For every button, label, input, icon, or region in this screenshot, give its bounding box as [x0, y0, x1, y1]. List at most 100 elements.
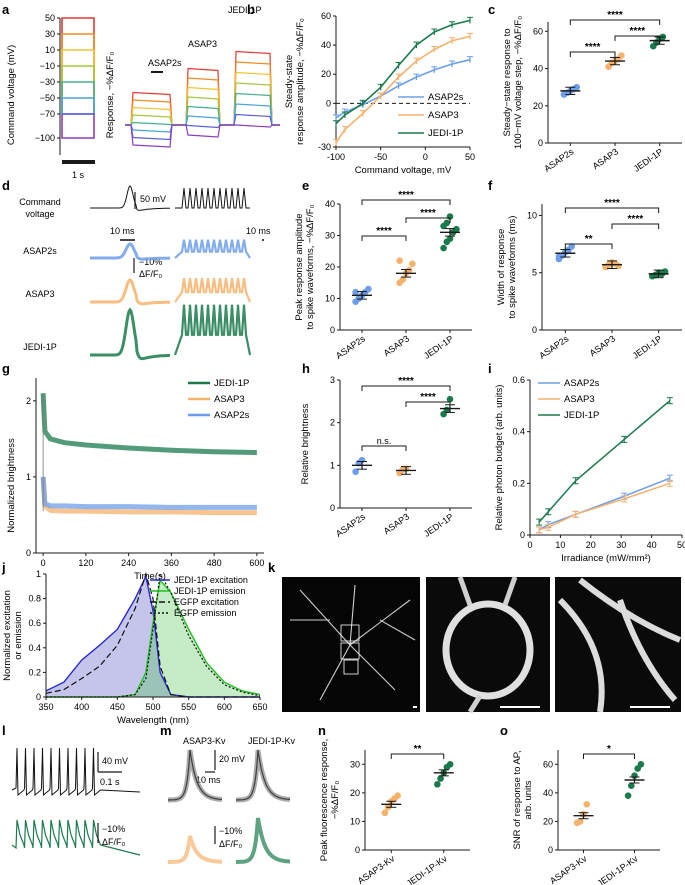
e-xtick-label: ASAP2s [334, 333, 368, 361]
l-traces [11, 747, 141, 856]
o-point [624, 792, 632, 800]
a-ytick-label: 30 [45, 29, 55, 39]
b-ytick-label: 0 [326, 98, 331, 108]
panel-m-traces: ASAP3-Kv JEDI-1P-Kv 20 mV 10 ms −10% ΔF/… [168, 736, 296, 864]
j-xtick-label: 450 [110, 702, 125, 712]
d-response-train [174, 239, 251, 259]
m-dff-label2: ΔF/F₀ [219, 839, 243, 849]
n-point [434, 780, 441, 788]
c-ytick-label: 0 [538, 138, 543, 148]
n-point [437, 775, 444, 782]
g-ylabel: Normalized brightness [6, 438, 17, 533]
h-xtick-label: ASAP3 [382, 511, 412, 536]
i-xtick-label: 0 [527, 540, 532, 550]
b-xtick-label: 0 [423, 152, 428, 162]
c-xtick-label: JEDI-1P [632, 146, 665, 173]
l-dff-label2: ΔF/F₀ [102, 837, 126, 847]
f-sig-bracket [564, 207, 660, 213]
k-dendrite-zoom [557, 577, 682, 713]
a-time-scalebar-label: 1 s [72, 170, 85, 180]
l-40mv-label: 40 mV [102, 756, 128, 766]
g-series-band [40, 393, 257, 456]
e-sig-label: **** [376, 226, 392, 237]
axis-label-line: Normalized excitation [2, 590, 13, 681]
d-response-spike [90, 242, 170, 261]
m-label-jedikv: JEDI-1P-Kv [248, 736, 296, 746]
o-point [637, 760, 645, 768]
f-xtick-label: ASAP3 [588, 333, 618, 358]
axis-label-line: 100−mV voltage step, −%ΔF/F₀ [513, 16, 524, 149]
g-ytick-label: 0 [26, 548, 31, 558]
j-xtick-label: 400 [74, 702, 89, 712]
b-ytick-label: -30 [318, 142, 331, 152]
k-inset-box [340, 642, 360, 660]
chart-b-steady-state: -100 -50 0 50 -30 0 20 40 60 Command voltage, mV S… [284, 11, 475, 176]
o-ytick-label: 60 [543, 759, 553, 769]
i-ytick-label: 0 [520, 530, 525, 540]
j-legend-label: JEDI-1P excitation [174, 575, 248, 585]
j-emission-fill [46, 580, 260, 697]
e-point [443, 219, 451, 227]
d-voltage-label: voltage [25, 209, 54, 219]
axis-label-line: arb. units [523, 780, 534, 819]
e-ytick-label: 20 [325, 262, 335, 272]
i-ytick-label: 0.4 [512, 427, 525, 437]
k-dendrite-zoom-image [555, 577, 681, 712]
c-sig-bracket [614, 35, 661, 41]
i-xtick-label: 20 [586, 540, 596, 550]
g-legend-label: ASAP3 [214, 394, 245, 405]
a2-response-trace [228, 124, 280, 128]
b-xtick-label: 50 [465, 152, 475, 162]
g-legend-label: ASAP2s [214, 410, 250, 421]
j-ytick-label: 0.4 [28, 643, 41, 653]
a-ticks: 50 30 10 −10 −30 −50 −70 −100 [35, 13, 60, 143]
e-point [352, 288, 359, 296]
m-label-asap3kv: ASAP3-Kv [183, 736, 226, 746]
j-xtick-label: 500 [145, 702, 160, 712]
panel-label-b: b [247, 2, 255, 17]
o-ytick-label: 20 [543, 816, 553, 826]
d-dff-label2: ΔF/F₀ [139, 269, 163, 279]
axis-label-line: Peak fluorescence response, [319, 739, 330, 862]
h-sig-label: **** [420, 392, 436, 403]
g-xtick-label: 0 [41, 558, 46, 568]
a2-response-trace [125, 124, 180, 148]
o-point [628, 782, 635, 790]
e-point [355, 295, 363, 302]
panel-a-command: Command voltage (mV) 50 30 10 −10 −30 −50 −70 −… [6, 13, 95, 180]
e-ytick-label: 40 [325, 199, 335, 209]
a-step-trace [61, 97, 95, 114]
j-ytick-label: 0 [36, 692, 41, 702]
a2-response-trace [180, 115, 228, 126]
h-point [446, 395, 454, 403]
axis-label-line: Width of response [496, 229, 507, 306]
axis-label: Normalized excitationor emission [2, 590, 24, 681]
k-soma [442, 600, 534, 700]
i-ylabel: Relative photon budget (arb. units) [494, 385, 505, 531]
d-response-train [174, 277, 252, 303]
axis-label: Relative brightness [300, 403, 311, 484]
g-xtick-label: 240 [121, 558, 136, 568]
g-series-band [40, 476, 257, 516]
g-xlabel: Time(s) [134, 571, 166, 582]
axis-label-line: Steady−state response to [502, 28, 513, 136]
axis-label-line: Steady-state [284, 55, 295, 108]
chart-e-peak-spike: 0 10 20 30 40 Peak response amplitudeto spike… [294, 190, 472, 361]
m-20mv-label: 20 mV [219, 754, 245, 764]
c-xtick-label: ASAP2s [542, 146, 576, 174]
f-sig-bracket [564, 243, 613, 249]
axis-label: Steady-stateresponse amplitude, −%ΔF/F₀ [284, 18, 306, 145]
axis-label-line: to spike waveforms (ms) [507, 216, 518, 319]
n-ytick-label: 20 [350, 788, 360, 798]
e-point [453, 225, 460, 233]
e-point [399, 276, 407, 283]
a2-response-trace [180, 124, 228, 138]
chart-c-100mv-step: 0 20 40 60 Steady−state response to100−mV vo… [502, 10, 682, 174]
c-ytick-label: 60 [533, 26, 543, 36]
b-legend-label: JEDI-1P [428, 128, 463, 139]
panel-label-k: k [268, 560, 276, 575]
e-ytick-label: 10 [325, 294, 335, 304]
n-point [446, 760, 454, 768]
f-sig-bracket [611, 223, 660, 229]
